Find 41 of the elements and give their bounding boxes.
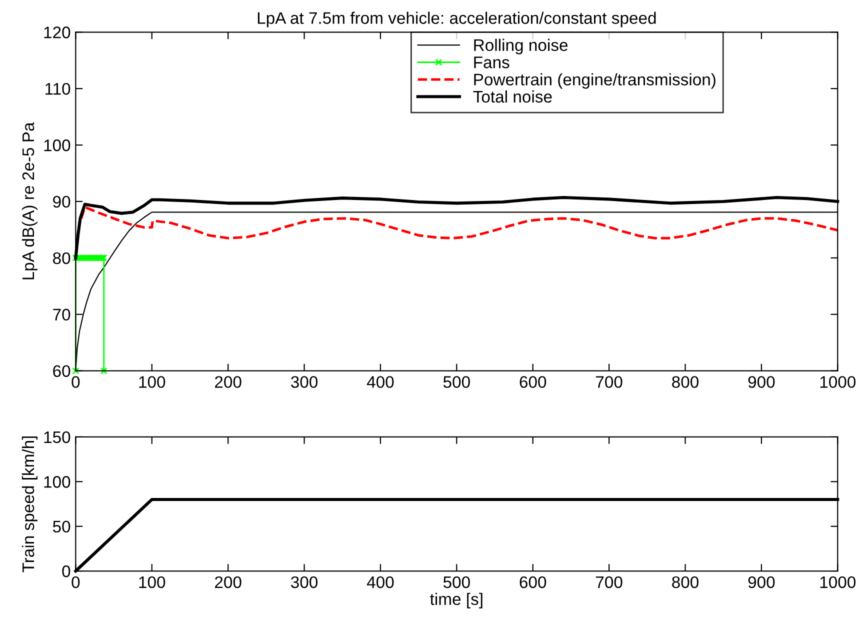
y-tick-label: 70: [53, 308, 70, 321]
x-axis-title: time [s]: [430, 592, 482, 608]
y-tick-label: 100: [44, 139, 70, 152]
legend-label: Fans: [474, 56, 510, 68]
y-tick-label: 0: [62, 565, 70, 578]
x-tick-label: 100: [139, 376, 166, 388]
y-axis-title: Train speed [km/h]: [22, 436, 38, 572]
y-tick-label: 120: [44, 26, 70, 38]
x-tick-label: 900: [748, 376, 775, 388]
x-tick-label: 300: [291, 376, 318, 388]
y-tick-label: 150: [44, 431, 70, 444]
y-tick-label: 110: [46, 82, 70, 95]
x-tick-label: 800: [672, 576, 698, 588]
x-tick-label: 100: [139, 576, 166, 588]
x-tick-label: 600: [520, 376, 546, 388]
x-tick-label: 1000: [820, 576, 856, 588]
x-tick-label: 300: [291, 576, 318, 588]
x-tick-label: 0: [72, 376, 80, 388]
x-tick-label: 800: [672, 376, 698, 388]
legend-label: Total noise: [473, 90, 552, 103]
y-tick-label: 80: [53, 252, 70, 264]
x-tick-label: 400: [366, 576, 394, 588]
legend-label: Rolling noise: [474, 38, 568, 54]
x-tick-label: 200: [215, 376, 242, 388]
x-tick-label: 600: [520, 576, 546, 588]
y-tick-label: 50: [52, 520, 70, 533]
y-tick-label: 60: [53, 365, 70, 378]
y-tick-label: 100: [44, 476, 70, 488]
x-tick-label: 400: [366, 376, 394, 388]
x-tick-label: 700: [596, 576, 622, 588]
chart-title: LpA at 7.5m from vehicle: acceleration/constant speed: [258, 12, 656, 28]
x-tick-label: 1000: [820, 376, 856, 388]
y-axis-title: LpA dB(A) re 2e-5 Pa: [22, 122, 38, 280]
legend-label: Powertrain (engine/transmission): [474, 73, 716, 89]
x-tick-label: 700: [596, 376, 622, 388]
x-tick-label: 900: [748, 576, 775, 588]
x-tick-label: 500: [443, 376, 470, 388]
x-tick-label: 0: [72, 576, 80, 588]
y-tick-label: 90: [53, 196, 70, 208]
x-tick-label: 200: [215, 576, 242, 588]
x-tick-label: 500: [443, 576, 470, 588]
